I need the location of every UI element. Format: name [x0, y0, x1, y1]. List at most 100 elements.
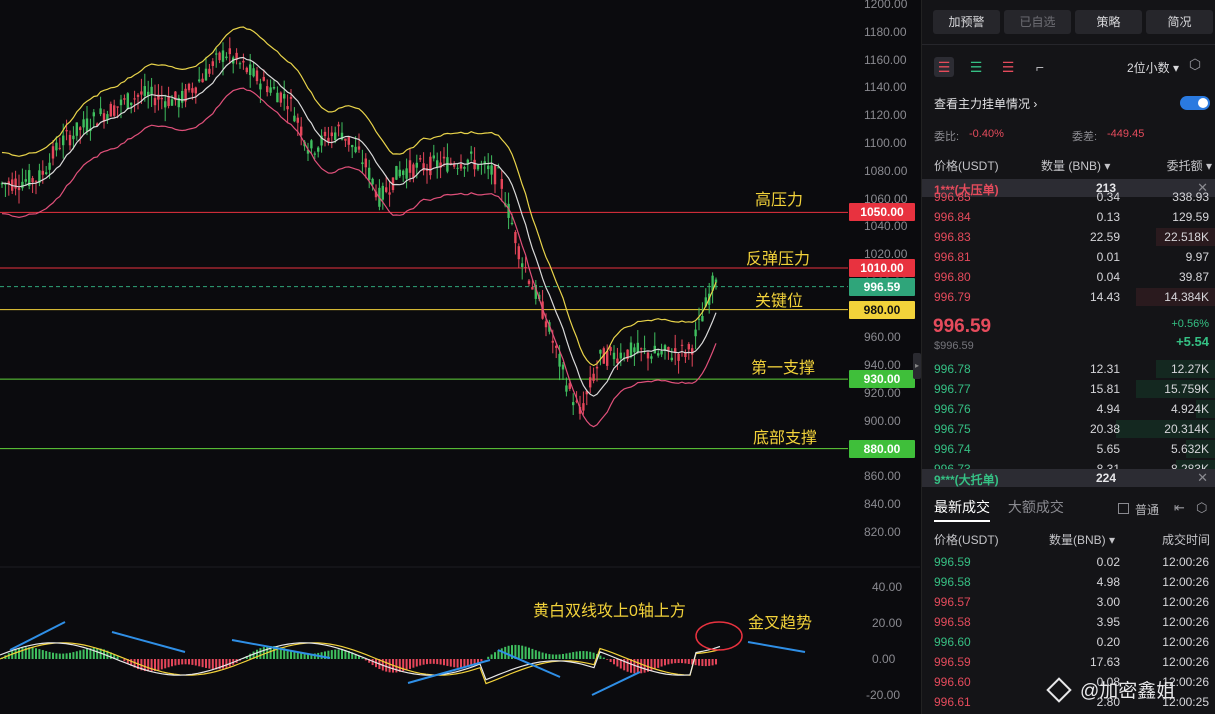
candle-body: [374, 191, 378, 198]
ask-row[interactable]: 996.79 14.43 14.384K: [922, 287, 1215, 307]
amount-cell: 12:00:26: [1162, 595, 1209, 609]
settings-icon[interactable]: ⬡: [1196, 500, 1208, 515]
candle-body: [126, 93, 129, 109]
top-actions: 加预警 已自选 策略 简况: [933, 10, 1213, 34]
candle-body: [167, 96, 170, 107]
qty-cell: 22.59: [1089, 230, 1120, 244]
settings-icon[interactable]: ⬡: [1188, 56, 1202, 72]
macd-histogram-bar: [490, 654, 493, 659]
candle-body: [568, 383, 571, 389]
decimals-select[interactable]: 2位小数 ▾: [1127, 61, 1180, 75]
candle-body: [575, 400, 578, 402]
candle-body: [606, 350, 609, 366]
macd-histogram-bar: [109, 652, 112, 659]
price-cell: 996.84: [934, 210, 971, 224]
candle-body: [7, 181, 10, 185]
ask-row[interactable]: 996.83 22.59 22.518K: [922, 227, 1215, 247]
trade-row[interactable]: 996.59 0.02 12:00:26: [922, 552, 1215, 572]
collapse-panel-icon[interactable]: ▸: [913, 353, 921, 379]
ask-row[interactable]: 996.81 0.01 9.97: [922, 247, 1215, 267]
macd-histogram-bar: [188, 659, 190, 665]
qty-cell: 20.38: [1089, 422, 1120, 436]
candle-body: [395, 166, 398, 180]
qty-col-header[interactable]: 数量 (BNB) ▾: [1041, 159, 1111, 173]
macd-histogram-bar: [269, 645, 272, 659]
close-icon[interactable]: ✕: [1197, 470, 1208, 485]
favorited-button[interactable]: 已自选: [1004, 10, 1071, 34]
candle-body: [657, 353, 660, 356]
level-annotation: 反弹压力: [746, 251, 811, 268]
ask-row[interactable]: 996.85 0.34 338.93: [922, 187, 1215, 207]
qty-cell: 0.34: [1096, 190, 1120, 204]
big-sell-order-bar[interactable]: 1***(大压单) 213 ✕: [922, 179, 1215, 197]
big-buy-order-bar[interactable]: 9***(大托单) 224 ✕: [922, 469, 1215, 487]
candle-body: [674, 348, 677, 353]
macd-histogram-bar: [171, 659, 173, 667]
candle-body: [470, 151, 473, 154]
mainforce-toggle[interactable]: [1180, 96, 1210, 110]
amount-cell: 12:00:26: [1162, 615, 1209, 629]
candle-body: [616, 358, 619, 364]
candle-body: [677, 353, 680, 361]
candle-body: [548, 322, 551, 332]
macd-histogram-bar: [494, 652, 496, 659]
qty-cell: 12.31: [1089, 362, 1120, 376]
trade-row[interactable]: 996.60 0.08 12:00:26: [922, 672, 1215, 692]
candle-body: [432, 155, 435, 159]
candle-body: [368, 167, 371, 180]
macd-histogram-bar: [647, 659, 649, 672]
bid-row[interactable]: 996.78 12.31 12.27K: [922, 359, 1215, 379]
trade-qty-col[interactable]: 数量(BNB) ▾: [1049, 533, 1116, 547]
bids-only-view-icon[interactable]: ☰: [969, 59, 983, 75]
bid-row[interactable]: 996.74 5.65 5.632K: [922, 439, 1215, 459]
add-alert-button[interactable]: 加预警: [933, 10, 1000, 34]
candlestick-chart[interactable]: 1200.00 1180.00 1160.00 1140.00 1120.00 1100.…: [0, 0, 921, 714]
ask-row[interactable]: 996.80 0.04 39.87: [922, 267, 1215, 287]
macd-histogram-bar: [62, 653, 65, 659]
filter-icon[interactable]: ⇤: [1174, 500, 1185, 515]
macd-histogram-bar: [130, 659, 133, 666]
chart-canvas[interactable]: [0, 0, 920, 714]
macd-histogram-bar: [619, 659, 622, 669]
overview-button[interactable]: 简况: [1146, 10, 1213, 34]
tab-latest-trades[interactable]: 最新成交: [934, 499, 990, 522]
bid-row[interactable]: 996.75 20.38 20.314K: [922, 419, 1215, 439]
mainforce-orders-link[interactable]: 查看主力挂单情况 ›: [934, 95, 1037, 112]
asks-only-view-icon[interactable]: ☰: [1001, 59, 1015, 75]
macd-histogram-bar: [528, 647, 530, 659]
close-icon[interactable]: ✕: [1197, 180, 1208, 195]
both-sides-view-icon[interactable]: ☰: [934, 57, 954, 77]
macd-histogram-bar: [545, 653, 547, 659]
bid-row[interactable]: 996.77 15.81 15.759K: [922, 379, 1215, 399]
strategy-button[interactable]: 策略: [1075, 10, 1142, 34]
candle-body: [483, 161, 486, 165]
candle-body: [113, 105, 116, 116]
bid-row[interactable]: 996.76 4.94 4.924K: [922, 399, 1215, 419]
trade-row[interactable]: 996.58 3.95 12:00:26: [922, 612, 1215, 632]
qty-cell: 0.20: [1096, 635, 1120, 649]
price-cell: 996.61: [934, 695, 971, 709]
price-col-header[interactable]: 价格(USDT): [934, 159, 999, 173]
tab-large-trades[interactable]: 大额成交: [1007, 499, 1064, 515]
amount-cell: 9.97: [1185, 250, 1209, 264]
ask-row[interactable]: 996.84 0.13 129.59: [922, 207, 1215, 227]
price-cell: 996.80: [934, 270, 971, 284]
normal-checkbox[interactable]: [1118, 503, 1129, 514]
trade-row[interactable]: 996.58 4.98 12:00:26: [922, 572, 1215, 592]
trade-row[interactable]: 996.59 17.63 12:00:26: [922, 652, 1215, 672]
candle-body: [85, 118, 89, 132]
trade-row[interactable]: 996.57 3.00 12:00:26: [922, 592, 1215, 612]
macd-histogram-bar: [415, 659, 418, 667]
trade-row[interactable]: 996.61 2.80 12:00:25: [922, 692, 1215, 712]
macd-histogram-bar: [466, 659, 469, 668]
candle-body: [116, 106, 119, 108]
macd-histogram-bar: [31, 647, 34, 659]
expand-view-icon[interactable]: ⌐: [1035, 59, 1045, 75]
amount-col-header[interactable]: 委托额 ▾: [1166, 159, 1212, 173]
diff-value: -449.45: [1107, 128, 1145, 140]
candle-body: [636, 342, 639, 353]
macd-histogram-bar: [290, 650, 292, 659]
price-cell: 996.81: [934, 250, 971, 264]
trade-row[interactable]: 996.60 0.20 12:00:26: [922, 632, 1215, 652]
price-cell: 996.60: [934, 675, 971, 689]
